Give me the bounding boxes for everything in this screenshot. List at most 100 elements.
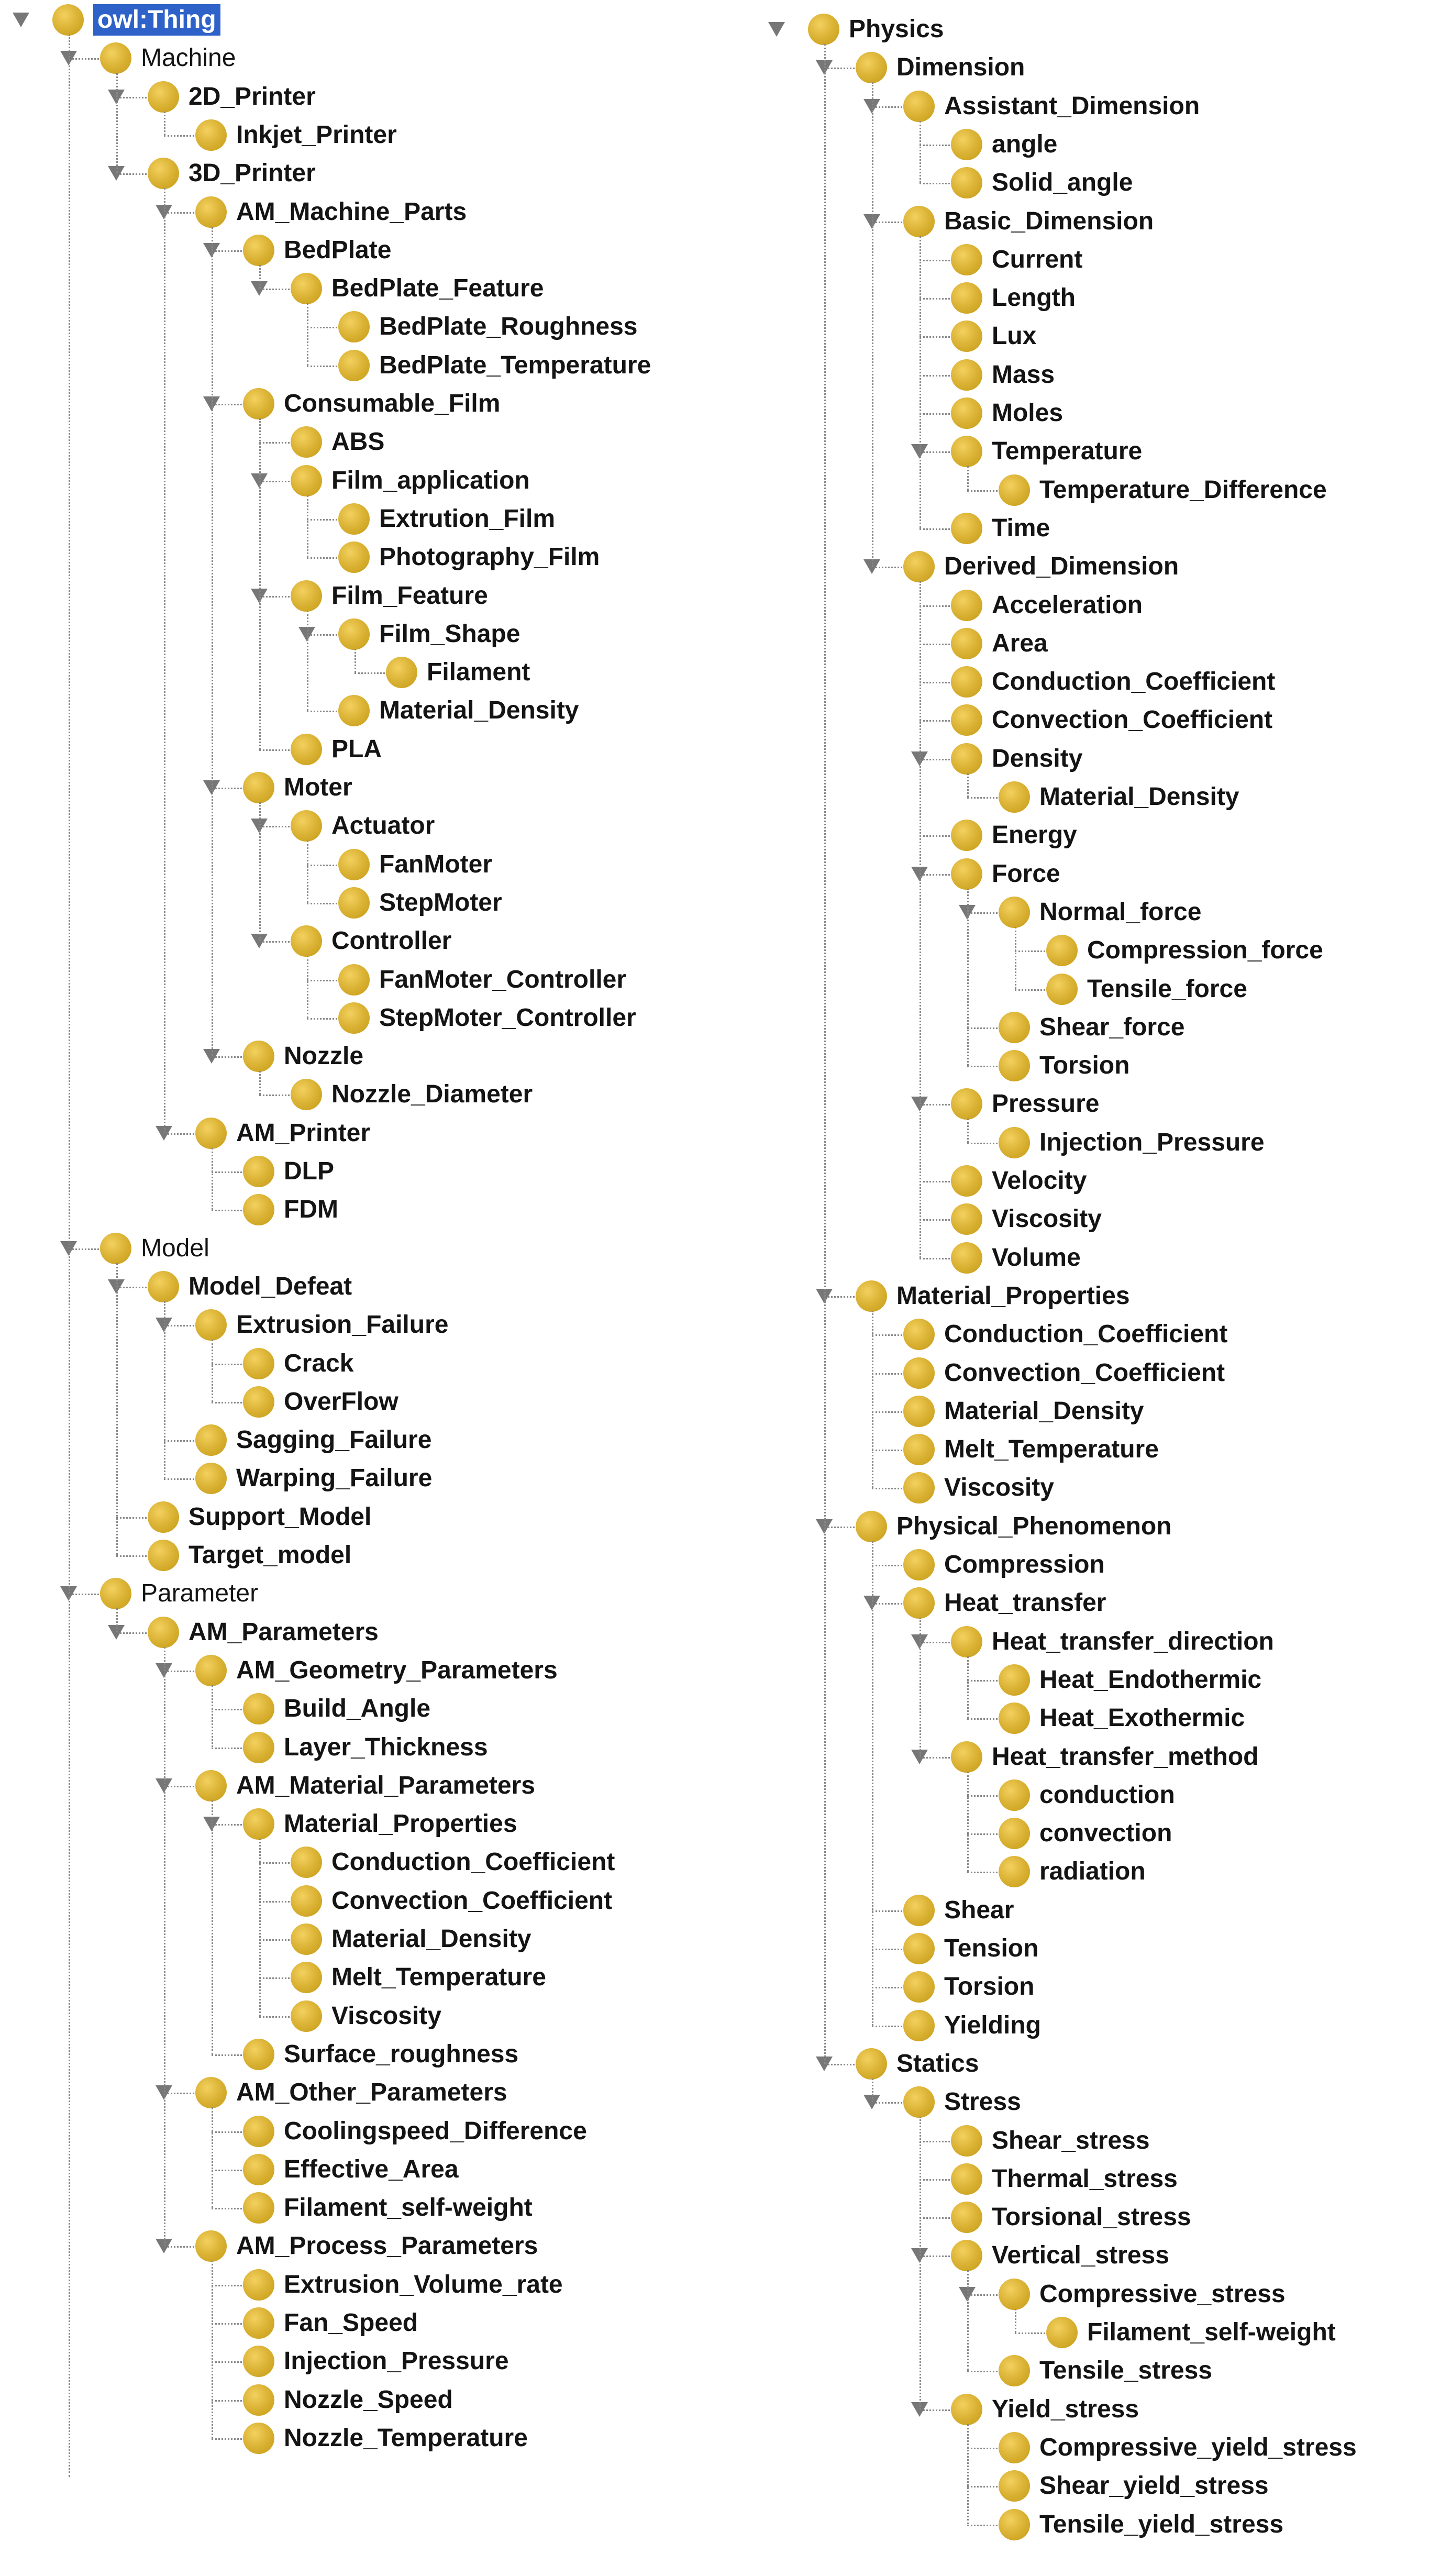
class-circle-icon <box>951 1088 982 1120</box>
tree-node-label: Material_Density <box>1039 783 1239 811</box>
tree-connector-horizontal <box>164 212 194 214</box>
tree-connector-vertical <box>259 1839 261 2016</box>
tree-node-label: AM_Machine_Parts <box>236 197 467 226</box>
tree-connector-vertical <box>967 1656 969 1719</box>
class-circle-icon <box>195 119 227 151</box>
tree-connector-vertical <box>967 2270 969 2371</box>
tree-connector-horizontal <box>824 68 855 70</box>
expand-arrow-icon[interactable] <box>768 22 785 37</box>
tree-connector-vertical <box>307 841 308 903</box>
tree-node-label: Parameter <box>141 1579 259 1608</box>
class-circle-icon <box>291 733 322 765</box>
tree-connector-horizontal <box>872 1603 902 1605</box>
tree-node-label: AM_Printer <box>236 1119 371 1147</box>
tree-connector-horizontal <box>920 2217 950 2219</box>
class-circle-icon <box>148 81 179 113</box>
tree-connector-horizontal <box>967 1718 998 1720</box>
tree-node-label: Heat_transfer_method <box>992 1742 1259 1771</box>
tree-node-label: Nozzle_Diameter <box>331 1080 533 1109</box>
tree-connector-horizontal <box>872 2102 902 2104</box>
tree-node-label: Surface_roughness <box>284 2040 519 2068</box>
tree-connector-vertical <box>967 888 969 1066</box>
tree-connector-vertical <box>872 1541 873 2026</box>
tree-connector-horizontal <box>307 902 337 904</box>
tree-node-label: Fan_Speed <box>284 2309 418 2337</box>
class-circle-icon <box>338 887 370 919</box>
class-circle-icon <box>951 2202 982 2234</box>
tree-connector-horizontal <box>967 1142 998 1144</box>
class-circle-icon <box>903 551 935 583</box>
tree-connector-horizontal <box>872 1910 902 1912</box>
tree-node-label: Sagging_Failure <box>236 1426 432 1454</box>
tree-node-label: Inkjet_Printer <box>236 120 397 149</box>
tree-node-label: StepMoter <box>379 888 502 916</box>
tree-connector-vertical <box>116 73 118 174</box>
tree-connector-horizontal <box>212 1824 242 1826</box>
class-circle-icon <box>999 2278 1030 2310</box>
tree-connector-horizontal <box>212 1363 242 1365</box>
tree-connector-horizontal <box>920 1104 950 1106</box>
tree-node-label: Solid_angle <box>992 169 1133 197</box>
tree-node-label: Assistant_Dimension <box>944 92 1200 120</box>
tree-node-label: Nozzle_Speed <box>284 2385 453 2414</box>
tree-node-label: Mass <box>992 360 1055 389</box>
class-circle-icon <box>338 848 370 880</box>
tree-connector-vertical <box>69 1597 70 2477</box>
tree-node-label: DLP <box>284 1157 334 1185</box>
tree-connector-horizontal <box>872 567 902 569</box>
tree-connector-horizontal <box>872 1488 902 1490</box>
class-circle-icon <box>291 1885 322 1917</box>
tree-node-label: Convection_Coefficient <box>992 706 1273 734</box>
class-circle-icon <box>243 1386 274 1418</box>
tree-node-label: Vertical_stress <box>992 2241 1169 2270</box>
tree-node-label: Conduction_Coefficient <box>944 1320 1228 1348</box>
tree-connector-horizontal <box>116 1632 147 1634</box>
class-circle-icon <box>243 2153 274 2185</box>
tree-connector-horizontal <box>920 835 950 837</box>
expand-arrow-icon[interactable] <box>13 13 29 27</box>
tree-connector-horizontal <box>967 490 998 492</box>
tree-node-label: Physics <box>849 15 944 43</box>
tree-connector-horizontal <box>967 2371 998 2373</box>
class-circle-icon <box>999 2431 1030 2463</box>
tree-node-label: Machine <box>141 44 236 72</box>
class-circle-icon <box>856 1510 887 1542</box>
tree-connector-vertical <box>872 1310 873 1488</box>
class-circle-icon <box>951 858 982 890</box>
tree-node-label: Extrusion_Failure <box>236 1311 449 1339</box>
class-circle-icon <box>243 1041 274 1073</box>
class-circle-icon <box>195 2230 227 2262</box>
tree-connector-horizontal <box>212 1210 242 1212</box>
tree-connector-horizontal <box>872 1450 902 1452</box>
tree-node-label: Heat_transfer <box>944 1589 1106 1617</box>
tree-connector-horizontal <box>920 758 950 760</box>
tree-connector-horizontal <box>164 2093 194 2095</box>
class-circle-icon <box>999 2470 1030 2502</box>
class-circle-icon <box>903 1357 935 1389</box>
tree-node-label: Compression <box>944 1551 1105 1578</box>
tree-connector-horizontal <box>920 1257 950 1259</box>
tree-connector-vertical <box>212 1147 213 1210</box>
tree-connector-horizontal <box>920 2256 950 2258</box>
class-circle-icon <box>903 1472 935 1504</box>
tree-node-label: Warping_Failure <box>236 1464 433 1492</box>
class-circle-icon <box>999 1856 1030 1888</box>
tree-connector-horizontal <box>69 1594 99 1596</box>
tree-connector-horizontal <box>967 2524 998 2526</box>
tree-connector-vertical <box>967 1119 969 1143</box>
tree-connector-horizontal <box>307 518 337 521</box>
tree-node-label: Material_Properties <box>896 1281 1130 1310</box>
class-circle-icon <box>291 580 322 612</box>
class-circle-icon <box>243 1693 274 1725</box>
tree-connector-vertical <box>164 188 165 1133</box>
tree-connector-horizontal <box>920 413 950 415</box>
tree-node-label: Filament_self-weight <box>1087 2318 1336 2346</box>
tree-connector-vertical <box>116 1263 118 1555</box>
tree-node-label: BedPlate_Temperature <box>379 351 651 379</box>
tree-node-label: OverFlow <box>284 1387 398 1416</box>
class-circle-icon <box>951 2240 982 2272</box>
tree-node-label: Velocity <box>992 1167 1087 1195</box>
tree-node-label: Pressure <box>992 1090 1100 1118</box>
tree-connector-vertical <box>824 44 826 2064</box>
tree-connector-vertical <box>307 495 308 558</box>
